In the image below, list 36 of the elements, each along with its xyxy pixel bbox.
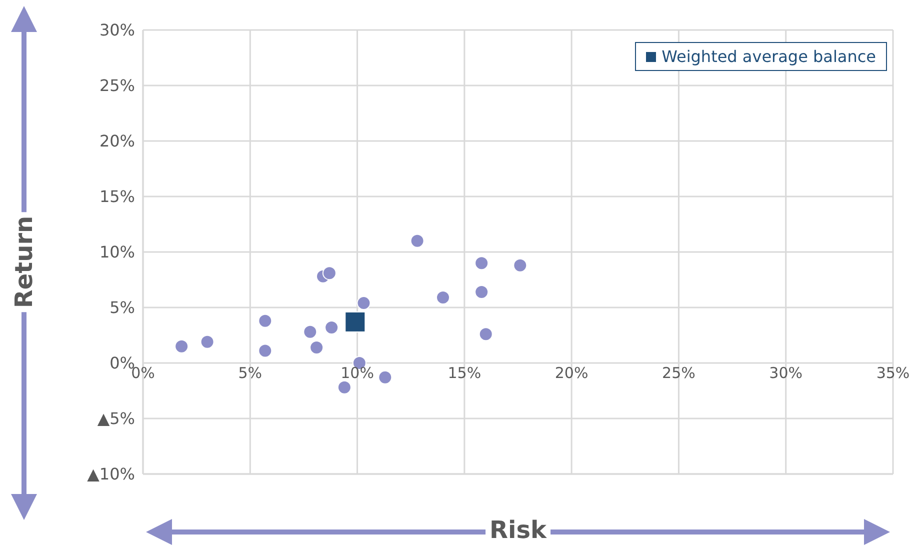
- x-tick-label: 20%: [554, 364, 588, 382]
- point: [474, 256, 489, 270]
- y-axis-title: Return: [10, 212, 38, 312]
- x-tick-label: 30%: [769, 364, 803, 382]
- y-tick-label: 30%: [99, 20, 135, 40]
- y-tick-label: ▲5%: [97, 409, 135, 428]
- x-tick-label: 35%: [876, 364, 910, 382]
- y-tick-label: 20%: [99, 132, 135, 151]
- point: [344, 311, 366, 332]
- point: [258, 314, 272, 328]
- point: [303, 324, 318, 339]
- y-tick-label: 25%: [99, 76, 135, 96]
- point: [310, 340, 324, 354]
- point: [513, 258, 528, 272]
- point: [410, 234, 424, 248]
- point: [322, 266, 336, 280]
- y-tick-label: 15%: [99, 187, 135, 206]
- y-tick-label: 5%: [110, 298, 135, 318]
- point: [200, 334, 214, 349]
- legend-label: Weighted average balance: [660, 47, 876, 66]
- point: [324, 320, 339, 334]
- y-tick-label: 10%: [99, 242, 135, 262]
- point: [478, 327, 493, 342]
- point: [356, 296, 371, 310]
- x-axis-title: Risk: [486, 516, 550, 544]
- point: [337, 380, 352, 394]
- point: [474, 284, 489, 299]
- x-tick-label: 25%: [662, 364, 696, 382]
- point: [436, 290, 450, 305]
- point: [378, 370, 392, 384]
- x-tick-label: 10%: [340, 364, 374, 382]
- x-tick-label: 15%: [448, 364, 482, 382]
- y-tick-label: ▲10%: [87, 464, 135, 484]
- point: [258, 344, 272, 358]
- point: [174, 339, 189, 354]
- x-tick-label: 5%: [238, 364, 262, 382]
